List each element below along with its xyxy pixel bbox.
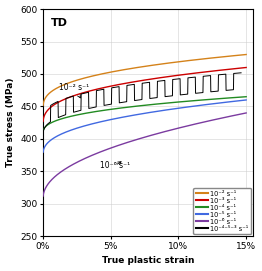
X-axis label: True plastic strain: True plastic strain: [102, 256, 194, 265]
Text: TD: TD: [51, 18, 68, 28]
Text: 10⁻⁶ s⁻¹: 10⁻⁶ s⁻¹: [100, 161, 130, 170]
Y-axis label: True stress (MPa): True stress (MPa): [6, 78, 15, 167]
Text: 10⁻² s⁻¹: 10⁻² s⁻¹: [59, 83, 89, 98]
Legend: 10⁻² s⁻¹, 10⁻³ s⁻¹, 10⁻⁴ s⁻¹, 10⁻⁵ s⁻¹, 10⁻⁶ s⁻¹, 10⁻⁴⁻⁵⁻³ s⁻¹: 10⁻² s⁻¹, 10⁻³ s⁻¹, 10⁻⁴ s⁻¹, 10⁻⁵ s⁻¹, …: [193, 188, 251, 234]
